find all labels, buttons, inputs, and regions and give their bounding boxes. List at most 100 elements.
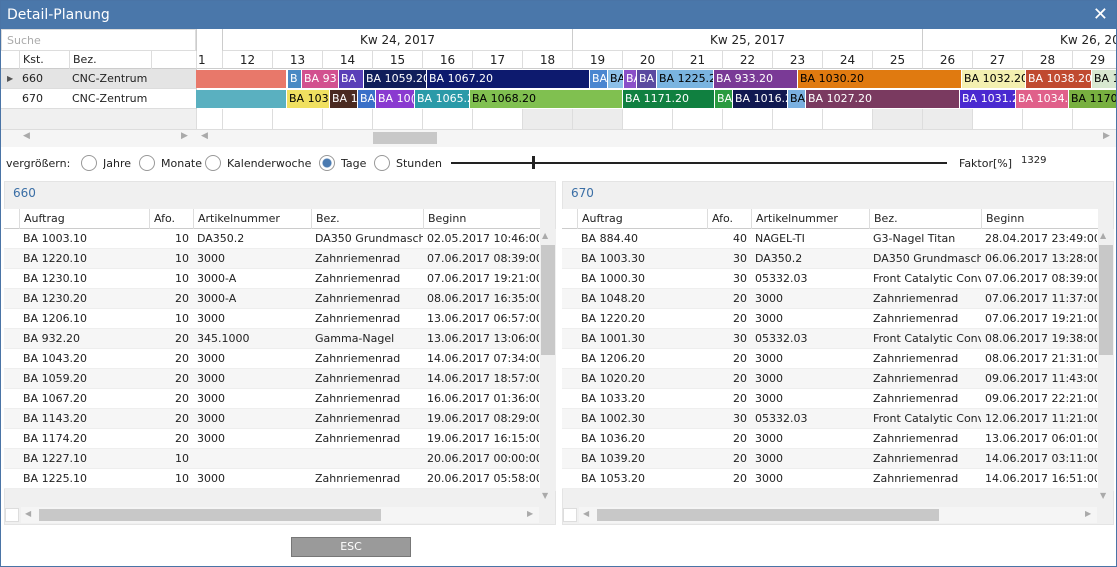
gantt-bar[interactable]: BA (358, 90, 376, 108)
radio[interactable] (205, 155, 221, 171)
search-box[interactable]: Suche (1, 29, 196, 51)
table-row[interactable] (562, 249, 1098, 269)
h-scrollbar (1, 129, 196, 147)
column-header[interactable]: Beginn (981, 209, 1097, 229)
gantt-bar[interactable]: BA 1 (330, 90, 358, 108)
gantt-bar[interactable]: BA 1030.20 (798, 70, 962, 88)
table-row[interactable] (562, 429, 1098, 449)
table-row[interactable] (4, 369, 540, 389)
table-row[interactable] (4, 309, 540, 329)
column-header[interactable]: Auftrag (19, 209, 149, 229)
table-row[interactable] (562, 309, 1098, 329)
column-header[interactable]: Beginn (423, 209, 539, 229)
gantt-bar[interactable]: BA 1170. (1069, 90, 1116, 108)
table-row[interactable] (562, 349, 1098, 369)
radio[interactable] (374, 155, 390, 171)
table-row[interactable] (4, 389, 540, 409)
table-row[interactable] (4, 449, 540, 469)
h-scroll-thumb[interactable] (597, 509, 939, 521)
gantt-bar[interactable]: BA 1032.20 (962, 70, 1026, 88)
gantt-bar[interactable]: BA 10( (376, 90, 415, 108)
gantt-bar[interactable]: BA 1225.2 (657, 70, 714, 88)
gantt-bar[interactable]: BA (590, 70, 608, 88)
table-row[interactable] (562, 269, 1098, 289)
radio[interactable] (319, 155, 335, 171)
scroll-arrow: ▼ (1100, 491, 1107, 500)
slider-thumb[interactable] (532, 156, 535, 169)
table-row[interactable] (4, 429, 540, 449)
gantt-bar[interactable]: BA 1068.20 (470, 90, 623, 108)
table-row[interactable] (562, 329, 1098, 349)
gantt-bar[interactable]: B (288, 70, 302, 88)
scroll-arrow: ◀ (23, 131, 30, 141)
column-header[interactable]: Afo. (149, 209, 193, 229)
column-header[interactable]: Bez. (869, 209, 981, 229)
gantt-bar[interactable]: BA (608, 70, 624, 88)
radio[interactable] (139, 155, 155, 171)
table-cell: BA 1220.20 (581, 312, 646, 325)
table-row[interactable] (562, 289, 1098, 309)
gantt-bar[interactable]: BA 1031.2 (960, 90, 1016, 108)
gantt-bar[interactable]: BA 933.20 (714, 70, 798, 88)
day-header: 14 (322, 51, 372, 69)
gantt-bar[interactable]: BA (624, 70, 637, 88)
gantt-bar[interactable]: BA 1067.20 (427, 70, 590, 88)
gantt-bar[interactable]: BA (339, 70, 364, 88)
radio[interactable] (81, 155, 97, 171)
gantt-bar[interactable]: BA 103( (287, 90, 330, 108)
esc-button[interactable]: ESC (291, 537, 411, 557)
table-row[interactable] (562, 469, 1098, 489)
gantt-bar[interactable] (196, 90, 287, 108)
column-header[interactable]: Afo. (707, 209, 751, 229)
scroll-arrow: ▲ (542, 231, 549, 240)
gantt-bar[interactable]: BA 1059.20 (364, 70, 427, 88)
gantt-bar[interactable]: BA 1016.2 (733, 90, 788, 108)
column-header[interactable]: Artikelnummer (751, 209, 869, 229)
table-cell: 14.06.2017 03:11:00 (985, 452, 1097, 465)
table-row[interactable] (562, 389, 1098, 409)
gantt-bar[interactable]: BA (637, 70, 657, 88)
table-row[interactable] (4, 349, 540, 369)
scroll-thumb[interactable] (373, 132, 437, 144)
close-button[interactable]: ✕ (1092, 4, 1108, 25)
gantt-bar[interactable]: BA 1171.20 (623, 90, 715, 108)
bez: CNC-Zentrum 1 (72, 72, 151, 85)
table-row[interactable] (562, 369, 1098, 389)
day-header: 21 (672, 51, 722, 69)
table-cell: 3000 (197, 252, 225, 265)
table-cell: 3000 (197, 352, 225, 365)
table-row[interactable] (4, 469, 540, 489)
v-scroll-thumb[interactable] (1099, 245, 1113, 355)
grid-row[interactable] (1, 69, 196, 89)
column-header[interactable]: Bez. (311, 209, 423, 229)
column-header[interactable]: Artikelnummer (193, 209, 311, 229)
table-cell: 20 (175, 332, 189, 345)
v-scroll-thumb[interactable] (541, 245, 555, 355)
table-cell: BA 1000.30 (581, 272, 646, 285)
gantt-bar[interactable] (196, 70, 287, 88)
table-row[interactable] (562, 409, 1098, 429)
radio-label: Jahre (103, 157, 132, 170)
gantt-bar[interactable]: BA 1065.2 (415, 90, 470, 108)
table-row[interactable] (562, 449, 1098, 469)
column-header[interactable]: Auftrag (577, 209, 707, 229)
grid-row[interactable] (1, 89, 196, 109)
table-cell: 10 (175, 312, 189, 325)
gantt-bar[interactable]: BA (788, 90, 806, 108)
gantt-bar[interactable]: BA 93 (302, 70, 339, 88)
table-row[interactable] (4, 229, 540, 249)
table-cell: BA 1053.20 (581, 472, 646, 485)
gantt-bar[interactable]: BA 1 (1092, 70, 1116, 88)
table-row[interactable] (562, 229, 1098, 249)
gantt-bar[interactable]: BA 1038.20 (1026, 70, 1092, 88)
gantt-bar[interactable]: BA 1034.2 (1016, 90, 1069, 108)
table-row[interactable] (4, 289, 540, 309)
gantt-bar[interactable]: BA 1027.20 (806, 90, 960, 108)
table-row[interactable] (4, 329, 540, 349)
table-row[interactable] (4, 269, 540, 289)
h-scroll-thumb[interactable] (39, 509, 381, 521)
table-row[interactable] (4, 249, 540, 269)
table-cell: 3000 (755, 392, 783, 405)
gantt-bar[interactable]: BA (715, 90, 733, 108)
table-row[interactable] (4, 409, 540, 429)
